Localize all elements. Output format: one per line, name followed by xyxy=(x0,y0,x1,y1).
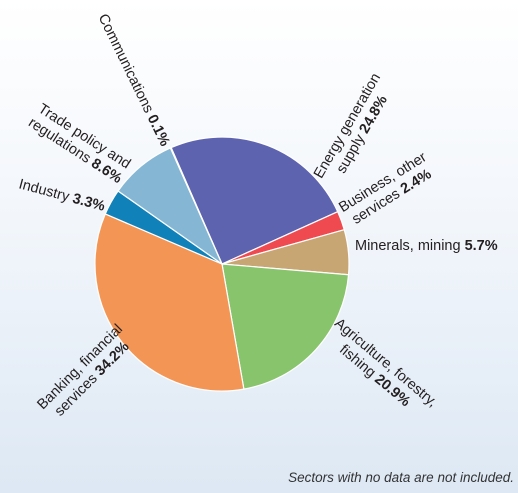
slice-value-communications: 0.1% xyxy=(144,112,173,149)
slice-label-trade-policy-and-regulations: Trade policy andregulations 8.6% xyxy=(25,101,134,188)
slice-label-industry: Industry 3.3% xyxy=(17,176,107,214)
slice-value-industry: 3.3% xyxy=(71,191,107,215)
chart-footnote: Sectors with no data are not included. xyxy=(288,470,514,485)
slice-value-minerals-mining: 5.7% xyxy=(465,238,498,254)
slice-label-minerals-mining: Minerals, mining 5.7% xyxy=(355,238,498,254)
pie-slice-banking-financial-services xyxy=(94,213,245,392)
pie-slice-agriculture-forestry-fishing xyxy=(221,263,350,390)
pie-slice-energy-generation-supply xyxy=(170,136,339,265)
slice-label-agriculture-forestry-fishing: Agriculture, forestry,fishing 20.9% xyxy=(320,315,440,423)
slice-label-communications: Communications 0.1% xyxy=(95,12,173,149)
pie-slice-communications xyxy=(169,146,223,265)
